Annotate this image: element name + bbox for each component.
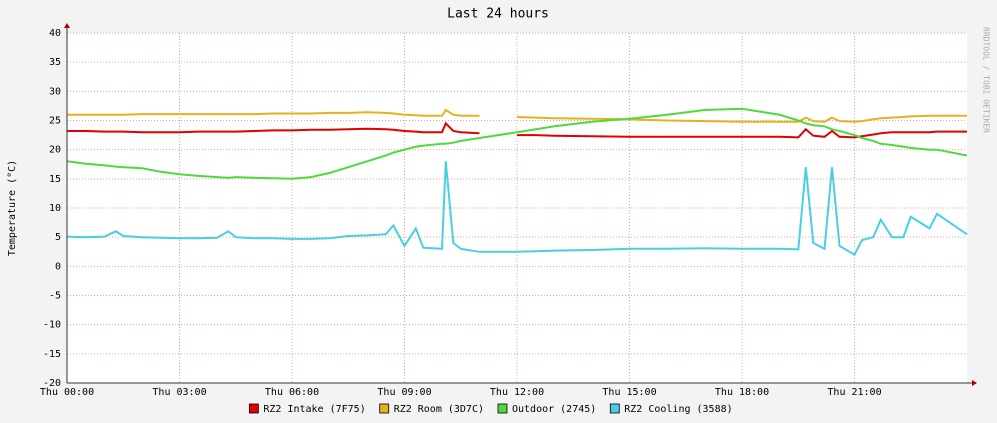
y-tick-label: 10: [49, 203, 61, 214]
y-tick-label: 5: [55, 232, 61, 243]
series-line: [67, 121, 967, 139]
y-tick-label: -15: [43, 349, 61, 360]
legend-label: Outdoor (2745): [512, 404, 596, 415]
series-line: [66, 107, 968, 180]
axis-arrow: [972, 380, 977, 386]
x-tick-label: Thu 03:00: [152, 387, 206, 398]
y-axis-label: Temperature (°C): [7, 160, 18, 256]
legend-swatch: [497, 403, 508, 414]
y-tick-label: 15: [49, 174, 61, 185]
y-tick-label: 20: [49, 145, 61, 156]
y-tick-label: 30: [49, 86, 61, 97]
x-tick-label: Thu 18:00: [715, 387, 769, 398]
legend-label: RZ2 Room (3D7C): [394, 404, 484, 415]
y-tick-label: 40: [49, 28, 61, 39]
chart-title: Last 24 hours: [447, 7, 549, 22]
watermark: RRDTOOL / TOBI OETIKER: [982, 27, 991, 133]
legend-label: RZ2 Intake (7F75): [263, 404, 365, 415]
x-tick-label: Thu 15:00: [602, 387, 656, 398]
x-tick-label: Thu 06:00: [265, 387, 319, 398]
y-tick-label: 25: [49, 116, 61, 127]
x-tick-label: Thu 09:00: [377, 387, 431, 398]
legend-label: RZ2 Cooling (3588): [624, 404, 732, 415]
y-tick-label: -10: [43, 320, 61, 331]
series-line: [66, 161, 968, 257]
axis-arrow: [64, 23, 70, 28]
y-tick-label: -5: [49, 291, 61, 302]
legend-swatch: [379, 403, 390, 414]
y-tick-label: 0: [55, 261, 61, 272]
y-tick-label: 35: [49, 57, 61, 68]
x-tick-label: Thu 00:00: [40, 387, 94, 398]
x-tick-label: Thu 12:00: [490, 387, 544, 398]
legend-swatch: [609, 403, 620, 414]
y-tick-label: -20: [43, 378, 61, 389]
legend-swatch: [248, 403, 259, 414]
x-tick-label: Thu 21:00: [827, 387, 881, 398]
